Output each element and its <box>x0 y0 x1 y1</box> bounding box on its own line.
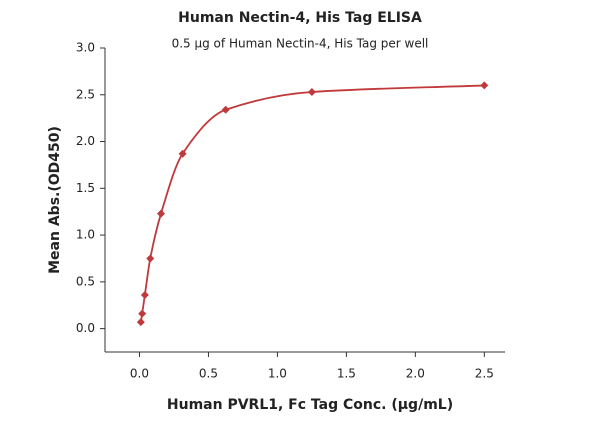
x-tick-label: 0.0 <box>130 367 149 381</box>
x-tick-label: 0.5 <box>199 367 218 381</box>
y-tick-label: 0.0 <box>76 321 95 335</box>
x-tick-label: 1.5 <box>337 367 356 381</box>
y-axis-title: Mean Abs.(OD450) <box>47 126 63 274</box>
data-point <box>157 209 165 218</box>
chart-subtitle: 0.5 µg of Human Nectin-4, His Tag per we… <box>172 37 429 51</box>
data-point <box>178 149 187 158</box>
data-point <box>221 105 230 114</box>
x-tick-label: 2.0 <box>406 367 425 381</box>
fit-curve <box>139 84 485 323</box>
x-tick-label: 2.5 <box>475 367 494 381</box>
data-point <box>138 309 147 318</box>
data-point <box>480 81 489 90</box>
y-tick-label: 3.0 <box>76 41 95 55</box>
x-axis-title: Human PVRL1, Fc Tag Conc. (µg/mL) <box>167 397 453 413</box>
data-point <box>140 290 149 299</box>
y-tick-label: 0.5 <box>76 274 95 288</box>
y-tick-label: 1.5 <box>76 181 95 195</box>
data-point <box>146 254 155 263</box>
x-tick-label: 1.0 <box>268 367 287 381</box>
y-tick-label: 1.0 <box>76 228 95 242</box>
chart-title: Human Nectin-4, His Tag ELISA <box>178 10 422 26</box>
y-tick-label: 2.0 <box>76 134 95 148</box>
y-tick-label: 2.5 <box>76 87 95 101</box>
data-point <box>307 87 316 96</box>
data-point <box>136 318 145 327</box>
